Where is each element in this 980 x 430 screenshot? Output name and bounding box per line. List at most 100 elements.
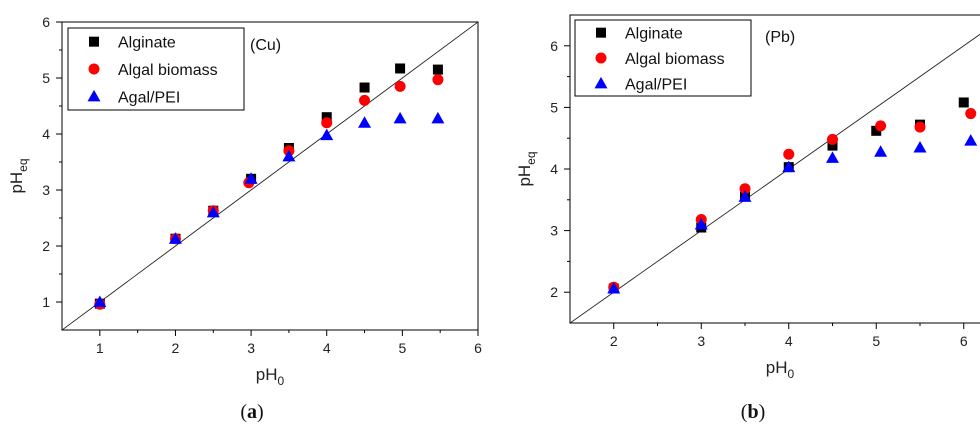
data-point-triangle <box>826 151 839 163</box>
legend-label: Algal biomass <box>625 51 725 68</box>
panel-annotation: (Pb) <box>765 29 795 46</box>
x-tick-label: 3 <box>697 333 705 349</box>
plot-frame <box>61 21 479 331</box>
data-point-triangle <box>206 205 220 218</box>
data-point-triangle <box>320 128 334 141</box>
x-tick-label: 2 <box>610 333 618 349</box>
data-point-circle <box>739 183 751 195</box>
legend-label: Agal/PEI <box>118 89 180 106</box>
y-tick-label: 5 <box>42 70 50 86</box>
data-point-triangle <box>393 111 407 124</box>
y-tick-label: 6 <box>550 38 558 54</box>
caption-open: ( <box>741 401 748 423</box>
y-tick-label: 4 <box>550 161 558 177</box>
x-axis-label: pH0 <box>256 365 285 388</box>
x-tick-label: 5 <box>398 340 406 356</box>
y-tick-label: 4 <box>42 126 50 142</box>
legend-marker-triangle <box>87 89 101 102</box>
series-triangle <box>93 111 445 307</box>
reference-line <box>62 22 478 330</box>
data-point-triangle <box>964 134 978 146</box>
y-tick-label: 5 <box>550 99 558 115</box>
data-point-circle <box>965 108 977 120</box>
series-circle <box>608 108 977 293</box>
legend-label: Algal biomass <box>118 62 218 79</box>
data-point-triangle <box>782 160 796 173</box>
legend-label: Alginate <box>625 26 683 43</box>
x-axis-label-sub: 0 <box>788 367 795 381</box>
data-point-square <box>958 97 969 108</box>
caption-letter: a <box>247 401 257 423</box>
caption-close: ) <box>759 401 766 423</box>
legend-label: Agal/PEI <box>625 76 687 93</box>
x-tick-label: 5 <box>872 333 880 349</box>
panel-caption: (b) <box>741 401 765 423</box>
x-tick-label: 2 <box>172 340 180 356</box>
data-point-square <box>395 63 406 74</box>
caption-open: ( <box>240 401 247 423</box>
y-axis-label-main: pH <box>7 172 26 194</box>
legend-marker-triangle <box>594 76 608 89</box>
data-point-triangle <box>738 190 752 202</box>
data-point-square <box>432 64 443 75</box>
y-tick-label: 1 <box>42 294 50 310</box>
y-tick-label: 2 <box>42 238 50 254</box>
legend-marker-square <box>89 36 99 47</box>
legend: Alginate Algal biomass Agal/PEI <box>574 19 752 97</box>
x-tick-label: 4 <box>323 340 331 356</box>
caption-letter: b <box>747 401 758 423</box>
data-point-circle <box>827 133 838 145</box>
data-point-triangle <box>874 145 888 157</box>
data-point-triangle <box>282 149 296 162</box>
legend: Alginate Algal biomass Agal/PEI <box>67 27 245 111</box>
data-point-triangle <box>93 295 107 307</box>
x-axis-label-main: pH <box>256 365 278 384</box>
legend-marker-circle <box>595 52 607 64</box>
data-point-circle <box>359 94 371 106</box>
y-axis-label-sub: eq <box>524 151 538 164</box>
data-point-circle <box>321 117 333 129</box>
x-tick-label: 6 <box>960 333 968 349</box>
legend-marker-circle <box>88 63 100 75</box>
y-axis-label-main: pH <box>515 165 534 187</box>
data-point-square <box>827 140 838 151</box>
x-axis-label: pH0 <box>766 358 795 381</box>
data-point-triangle <box>913 140 927 153</box>
x-tick-label: 4 <box>785 333 793 349</box>
y-axis-label: pHeq <box>7 158 30 193</box>
data-point-circle <box>875 120 887 132</box>
x-tick-label: 3 <box>247 340 255 356</box>
data-point-circle <box>783 148 795 160</box>
data-point-triangle <box>607 282 621 294</box>
data-point-circle <box>914 121 926 133</box>
caption-close: ) <box>257 401 264 423</box>
x-axis-label-main: pH <box>766 358 788 377</box>
x-axis-label-sub: 0 <box>278 374 285 388</box>
data-point-triangle <box>358 116 372 128</box>
y-tick-label: 2 <box>550 284 558 300</box>
data-point-triangle <box>431 111 445 124</box>
data-point-circle <box>432 74 444 86</box>
x-tick-label: 6 <box>474 340 482 356</box>
y-tick-label: 6 <box>42 14 50 30</box>
y-tick-label: 3 <box>42 182 50 198</box>
data-point-triangle <box>168 232 182 244</box>
y-axis-label: pHeq <box>515 151 538 186</box>
data-point-square <box>321 112 332 123</box>
panel-annotation: (Cu) <box>250 37 281 54</box>
series-triangle <box>607 134 978 294</box>
data-point-triangle <box>694 217 708 230</box>
y-axis-label-sub: eq <box>16 158 30 171</box>
data-point-square <box>359 82 370 93</box>
legend-label: Alginate <box>118 35 176 52</box>
x-tick-label: 1 <box>96 340 104 356</box>
data-point-square <box>871 125 882 136</box>
data-point-triangle <box>244 172 258 184</box>
legend-marker-square <box>596 27 606 38</box>
panel-caption: (a) <box>240 401 263 423</box>
y-tick-label: 3 <box>550 223 558 239</box>
data-point-circle <box>394 80 406 92</box>
